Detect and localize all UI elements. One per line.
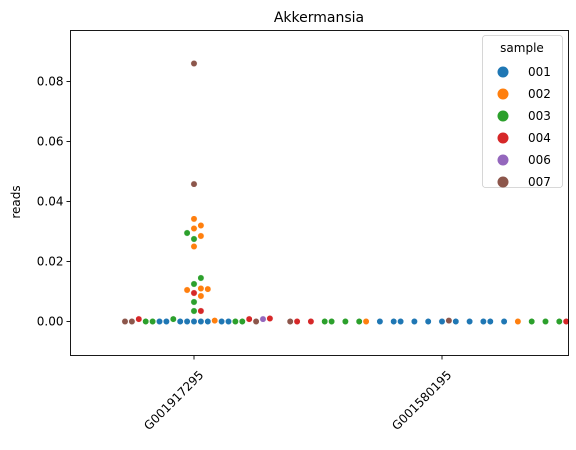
legend-marker xyxy=(497,88,509,100)
data-point xyxy=(142,318,150,325)
data-point xyxy=(341,318,349,325)
data-point xyxy=(197,318,205,325)
data-point xyxy=(183,286,191,294)
data-point xyxy=(190,60,198,67)
y-tick-label: 0.06 xyxy=(37,135,64,149)
data-point xyxy=(197,274,205,282)
data-point xyxy=(238,318,246,325)
data-point xyxy=(197,285,205,292)
data-point xyxy=(555,318,563,325)
data-point xyxy=(183,229,191,237)
data-point xyxy=(466,318,474,325)
legend-label: 001 xyxy=(528,65,551,79)
data-point xyxy=(286,318,294,325)
data-point xyxy=(190,243,198,250)
data-point xyxy=(190,280,198,288)
legend: sample 001 002 003 004 006 007 xyxy=(482,35,563,189)
data-point xyxy=(176,318,184,325)
data-point xyxy=(252,318,260,325)
legend-label: 002 xyxy=(528,87,551,101)
data-point xyxy=(293,318,301,325)
legend-marker xyxy=(497,110,509,122)
data-point xyxy=(362,318,370,325)
y-axis: 0.00 0.02 0.04 0.06 0.08 xyxy=(37,75,71,329)
y-tick-label: 0.08 xyxy=(37,75,64,89)
data-point xyxy=(190,235,198,243)
data-point xyxy=(211,317,219,325)
data-point xyxy=(266,315,274,322)
data-point xyxy=(169,315,177,323)
data-point xyxy=(410,318,418,325)
data-point xyxy=(452,318,460,325)
y-tick-label: 0.04 xyxy=(37,195,64,209)
legend-label: 003 xyxy=(528,109,551,123)
data-point xyxy=(479,318,487,325)
data-point xyxy=(190,318,198,325)
y-tick-label: 0.02 xyxy=(37,255,64,269)
data-point xyxy=(225,318,232,325)
data-point xyxy=(121,318,129,325)
data-point xyxy=(231,318,239,325)
data-point xyxy=(128,318,136,325)
data-point xyxy=(542,318,549,325)
data-point xyxy=(149,318,157,325)
legend-marker xyxy=(497,66,509,78)
data-point xyxy=(190,307,198,315)
data-point xyxy=(204,318,212,325)
data-point xyxy=(514,318,522,325)
legend-label: 004 xyxy=(528,131,551,145)
data-point xyxy=(500,318,508,325)
data-point xyxy=(183,318,191,325)
data-point xyxy=(445,317,453,325)
legend-marker xyxy=(497,154,509,166)
x-tick-label: G001917295 xyxy=(141,368,206,433)
data-point xyxy=(486,318,494,325)
legend-title: sample xyxy=(500,41,544,55)
data-point xyxy=(190,180,198,188)
data-point xyxy=(135,315,143,323)
legend-label: 007 xyxy=(528,175,551,189)
data-point xyxy=(321,318,329,325)
data-point xyxy=(190,298,198,306)
y-axis-label: reads xyxy=(9,185,23,218)
legend-label: 006 xyxy=(528,153,551,167)
data-point xyxy=(190,225,198,232)
swarm-points xyxy=(121,60,570,325)
data-point xyxy=(438,318,446,325)
data-point xyxy=(197,292,205,300)
data-point xyxy=(307,318,315,325)
data-point xyxy=(156,318,163,325)
data-point xyxy=(355,318,363,325)
data-point xyxy=(245,315,253,323)
legend-marker xyxy=(497,176,509,188)
legend-marker xyxy=(497,132,509,144)
y-tick-label: 0.00 xyxy=(37,315,64,329)
plot-frame xyxy=(70,30,569,356)
data-point xyxy=(528,318,536,325)
data-point xyxy=(162,318,170,325)
data-point xyxy=(218,318,226,325)
data-point xyxy=(424,318,432,325)
chart-title: Akkermansia xyxy=(274,10,364,26)
data-point xyxy=(328,318,336,325)
x-axis: G001917295 G001580195 xyxy=(141,355,454,433)
data-point xyxy=(562,318,570,325)
x-tick-label: G001580195 xyxy=(389,368,454,433)
data-point xyxy=(197,232,205,240)
data-point xyxy=(390,318,398,325)
data-point xyxy=(197,307,205,315)
data-point xyxy=(204,285,212,293)
data-point xyxy=(197,222,205,229)
data-point xyxy=(259,315,267,323)
data-point xyxy=(376,318,384,325)
data-point xyxy=(190,289,198,297)
data-point xyxy=(190,215,198,223)
data-point xyxy=(397,318,405,325)
